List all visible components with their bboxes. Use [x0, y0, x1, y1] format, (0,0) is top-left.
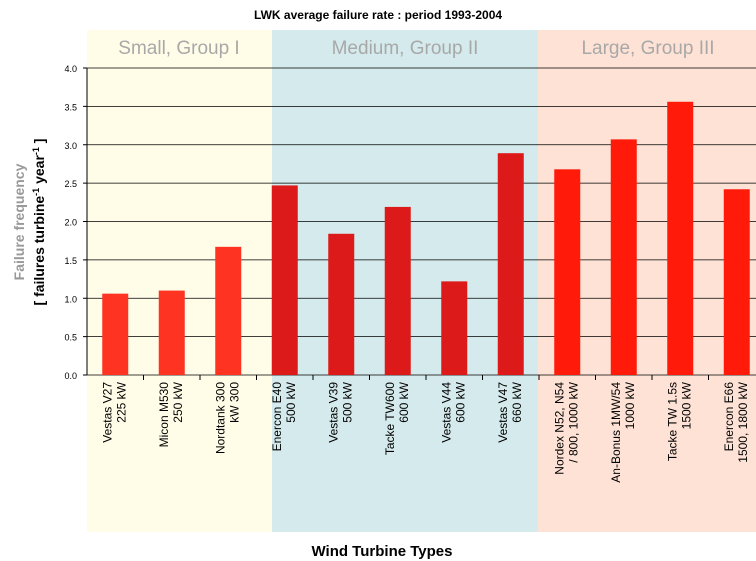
- superscript: -1: [31, 147, 41, 155]
- y-tick-label: 4.0: [64, 64, 77, 74]
- bar: [158, 290, 185, 375]
- x-tick-label: Nordtank 300: [213, 382, 227, 454]
- unit-text: ]: [31, 139, 47, 148]
- bar: [497, 153, 524, 375]
- y-tick-label: 0.5: [64, 333, 77, 343]
- x-tick-label: Tacke TW600: [383, 382, 397, 455]
- y-tick-label: 3.0: [64, 141, 77, 151]
- bar: [441, 281, 468, 375]
- y-axis-unit: [ failures turbine-1 year-1 ]: [31, 139, 47, 306]
- y-tick-label: 2.5: [64, 179, 77, 189]
- x-tick-label: 1500 kW: [679, 381, 693, 429]
- y-tick-label: 1.0: [64, 294, 77, 304]
- unit-text: year: [31, 155, 47, 188]
- bar: [384, 206, 411, 375]
- x-tick-label: 1000 kW: [623, 381, 637, 429]
- x-tick-label: 600 kW: [397, 381, 411, 422]
- x-tick-label: Enercon E66: [722, 382, 736, 452]
- bar: [667, 101, 694, 376]
- y-axis-label: Failure frequency: [11, 163, 27, 280]
- bar: [328, 233, 355, 375]
- x-tick-label: 500 kW: [340, 381, 354, 422]
- x-tick-label: 225 kW: [114, 381, 128, 422]
- bar: [723, 189, 750, 375]
- y-tick-label: 2.0: [64, 218, 77, 228]
- x-tick-label: kW 300: [227, 382, 241, 423]
- x-tick-label: Micon M530: [157, 382, 171, 448]
- unit-text: [ failures turbine: [31, 196, 47, 306]
- group-label: Large, Group III: [581, 38, 714, 59]
- x-tick-label: 250 kW: [171, 381, 185, 422]
- x-tick-label: An-Bonus 1MW/54: [609, 382, 623, 483]
- x-tick-label: Tacke TW 1.5s: [665, 382, 679, 461]
- superscript: -1: [31, 188, 41, 196]
- x-tick-label: 500 kW: [284, 381, 298, 422]
- x-tick-label: Enercon E40: [270, 382, 284, 452]
- y-tick-label: 1.5: [64, 256, 77, 266]
- x-tick-label: Vestas V39: [326, 382, 340, 443]
- x-tick-label: 600 kW: [453, 381, 467, 422]
- group-label: Medium, Group II: [332, 38, 479, 59]
- bar: [271, 185, 298, 375]
- bar: [215, 246, 242, 375]
- x-axis-label: Wind Turbine Types: [312, 543, 453, 560]
- chart-title: LWK average failure rate : period 1993-2…: [254, 8, 502, 22]
- bar: [610, 139, 637, 375]
- x-tick-label: Vestas V47: [496, 382, 510, 443]
- x-tick-label: Vestas V27: [100, 382, 114, 443]
- bar: [554, 169, 581, 375]
- group-bg-small: [87, 30, 272, 532]
- y-tick-label: 3.5: [64, 102, 77, 112]
- bar: [102, 293, 129, 375]
- x-tick-label: Vestas V44: [439, 382, 453, 443]
- x-tick-label: / 800, 1000 kW: [566, 381, 580, 462]
- group-label: Small, Group I: [118, 38, 239, 59]
- x-tick-label: 1500, 1800 kW: [736, 381, 750, 462]
- x-tick-label: Nordex N52, N54: [552, 382, 566, 475]
- x-tick-label: 660 kW: [510, 381, 524, 422]
- y-tick-label: 0.0: [64, 371, 77, 381]
